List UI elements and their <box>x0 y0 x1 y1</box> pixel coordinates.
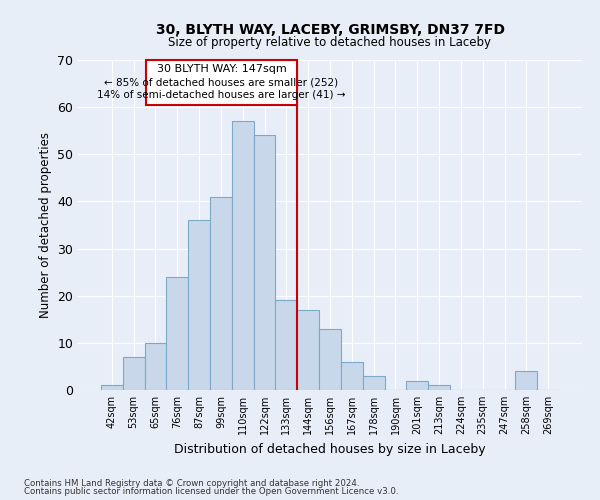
Bar <box>254 136 275 390</box>
Bar <box>341 362 363 390</box>
Bar <box>297 310 319 390</box>
Bar <box>232 122 254 390</box>
Text: 14% of semi-detached houses are larger (41) →: 14% of semi-detached houses are larger (… <box>97 90 346 101</box>
X-axis label: Distribution of detached houses by size in Laceby: Distribution of detached houses by size … <box>174 442 486 456</box>
Bar <box>428 386 450 390</box>
Bar <box>166 277 188 390</box>
Bar <box>145 343 166 390</box>
Text: 30 BLYTH WAY: 147sqm: 30 BLYTH WAY: 147sqm <box>157 64 286 74</box>
Bar <box>188 220 210 390</box>
FancyBboxPatch shape <box>146 60 297 105</box>
Bar <box>363 376 385 390</box>
Text: Contains HM Land Registry data © Crown copyright and database right 2024.: Contains HM Land Registry data © Crown c… <box>24 478 359 488</box>
Bar <box>210 196 232 390</box>
Y-axis label: Number of detached properties: Number of detached properties <box>38 132 52 318</box>
Bar <box>275 300 297 390</box>
Text: 30, BLYTH WAY, LACEBY, GRIMSBY, DN37 7FD: 30, BLYTH WAY, LACEBY, GRIMSBY, DN37 7FD <box>155 22 505 36</box>
Bar <box>101 386 123 390</box>
Bar <box>406 380 428 390</box>
Text: Contains public sector information licensed under the Open Government Licence v3: Contains public sector information licen… <box>24 487 398 496</box>
Bar <box>319 328 341 390</box>
Bar <box>515 371 537 390</box>
Text: ← 85% of detached houses are smaller (252): ← 85% of detached houses are smaller (25… <box>104 78 338 88</box>
Text: Size of property relative to detached houses in Laceby: Size of property relative to detached ho… <box>169 36 491 49</box>
Bar <box>123 357 145 390</box>
